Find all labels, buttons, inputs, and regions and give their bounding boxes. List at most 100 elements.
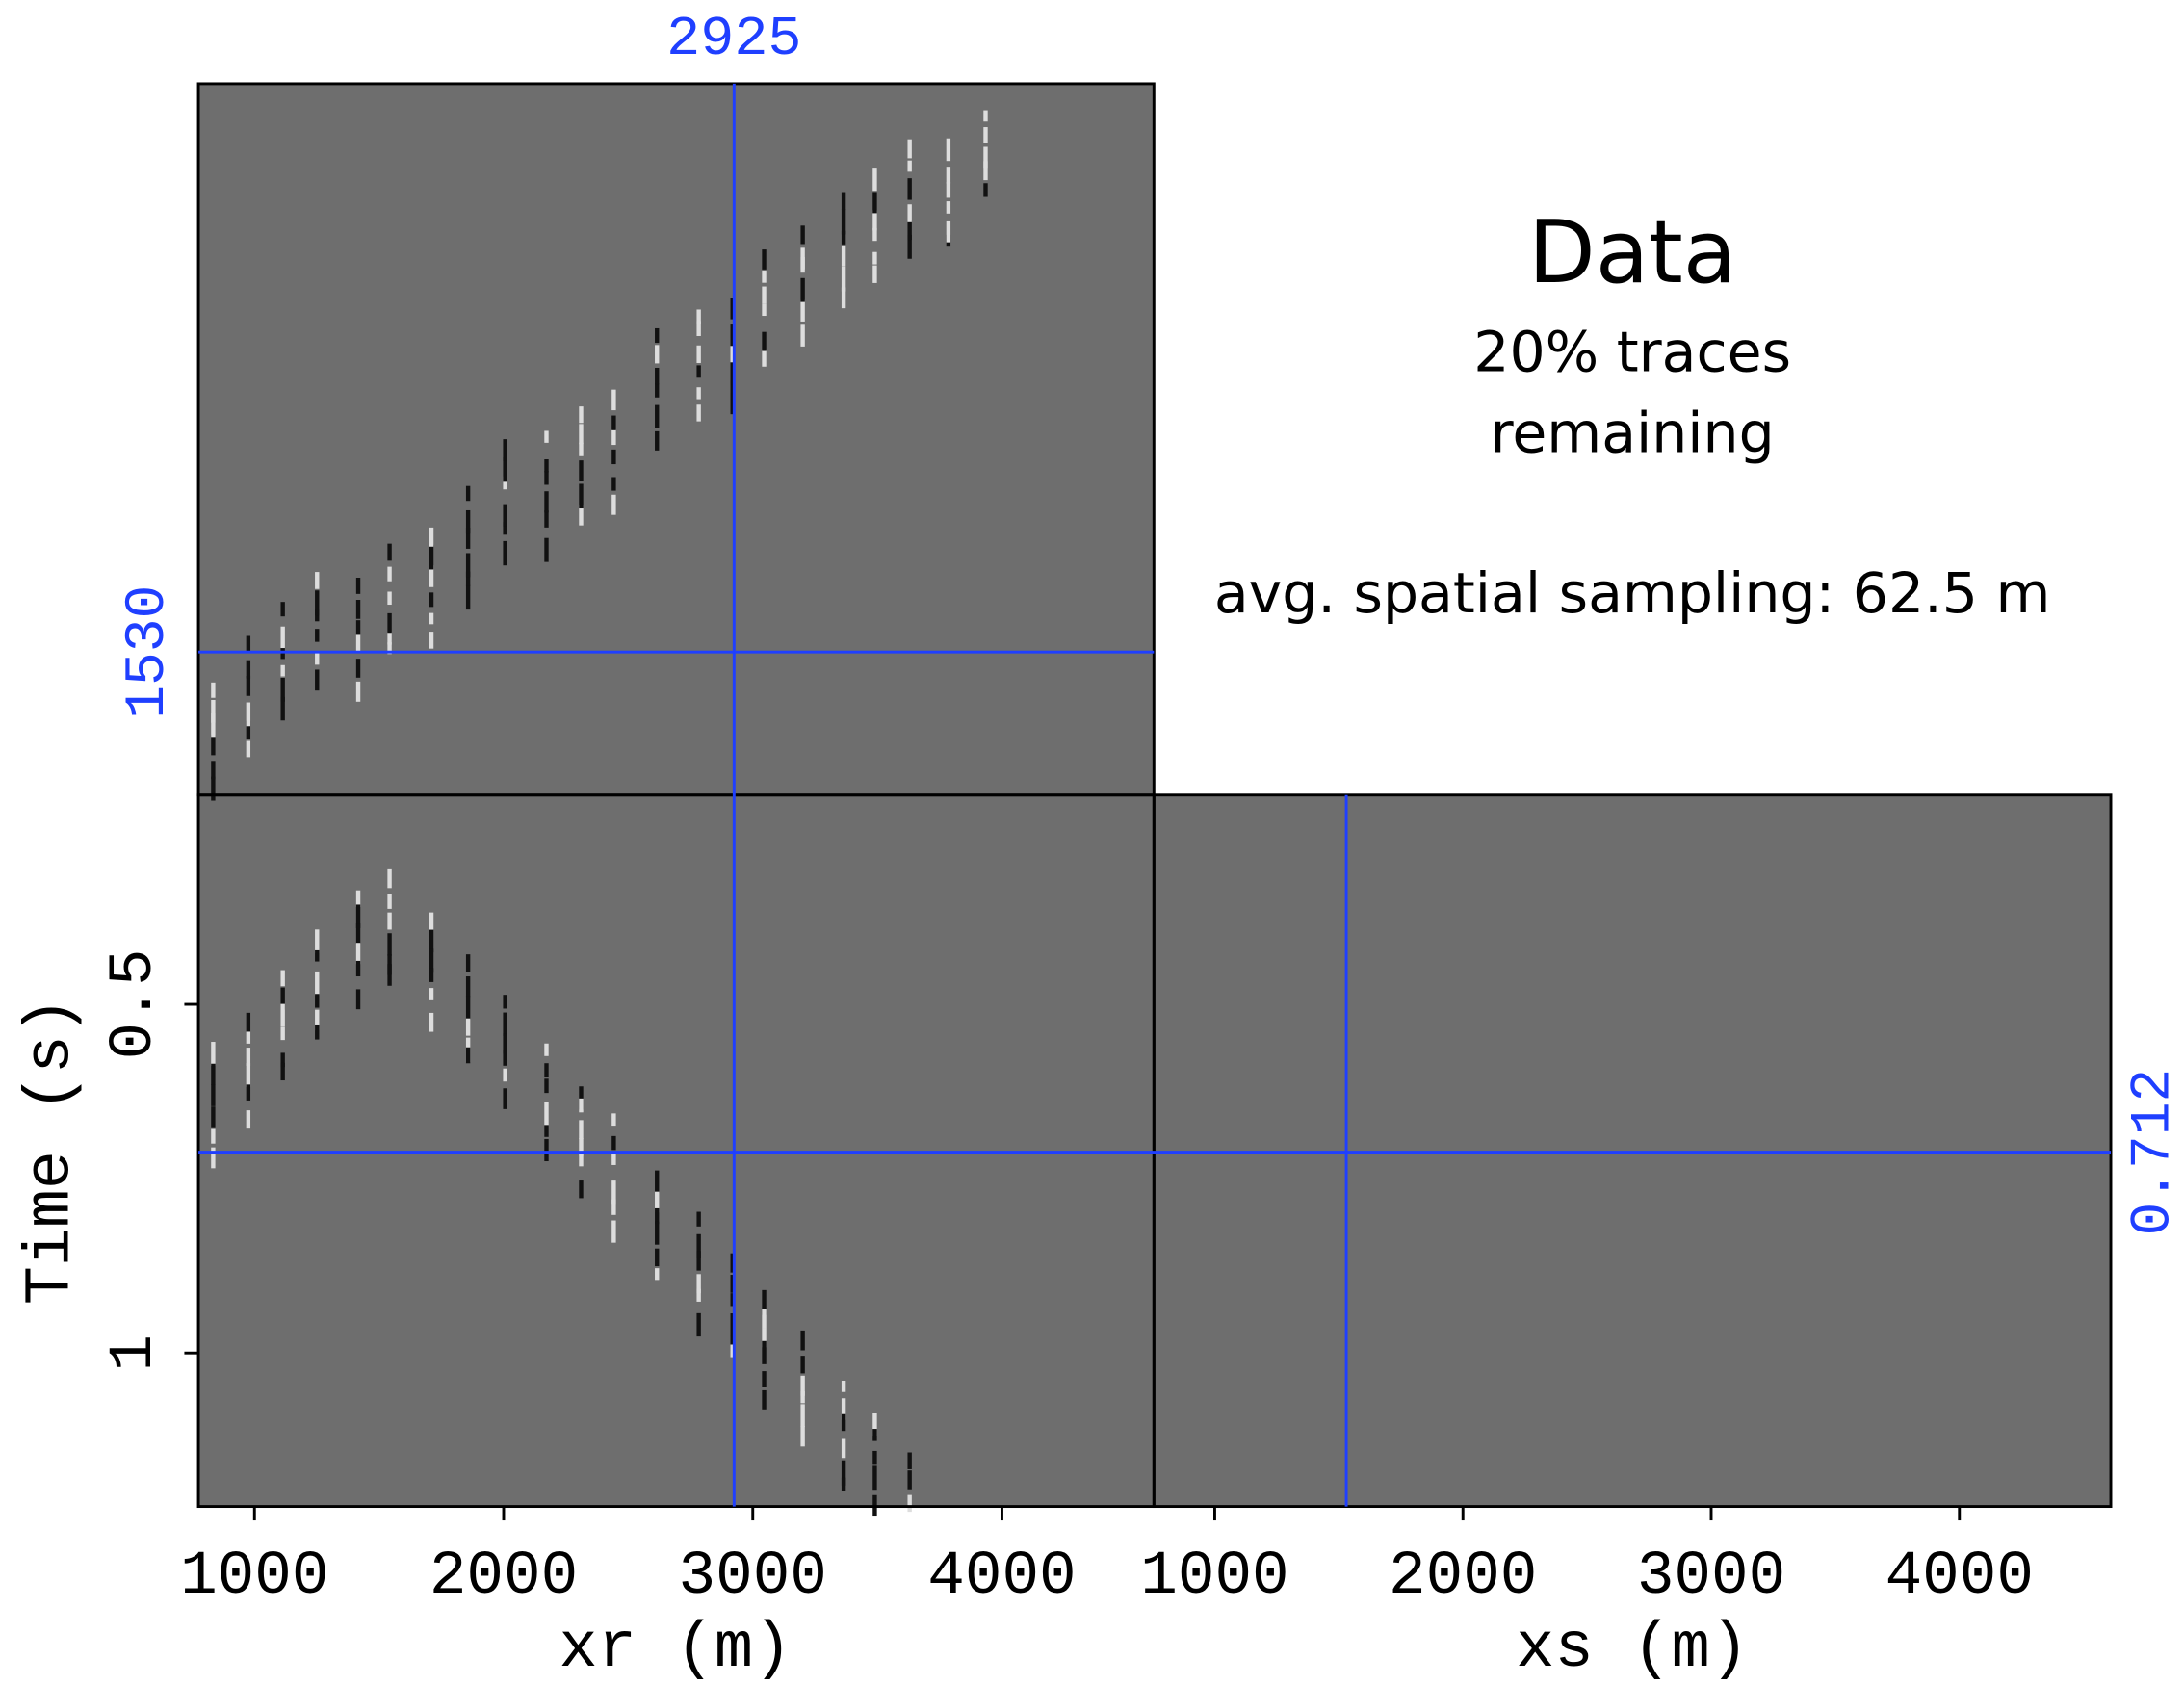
- seismic-texture: [429, 527, 434, 547]
- seismic-texture: [730, 393, 735, 415]
- seismic-texture: [579, 1120, 584, 1140]
- x-tick-label: 4000: [1885, 1542, 2034, 1612]
- seismic-texture: [696, 345, 701, 363]
- seismic-texture: [246, 1012, 251, 1032]
- seismic-texture: [730, 1335, 735, 1351]
- seismic-texture: [696, 1233, 701, 1258]
- seismic-texture: [762, 249, 767, 270]
- seismic-texture: [280, 696, 285, 721]
- seismic-texture: [611, 415, 616, 430]
- seismic-texture: [544, 459, 549, 473]
- seismic-texture: [872, 265, 877, 283]
- seismic-texture: [315, 653, 320, 665]
- seismic-texture: [655, 1207, 660, 1225]
- seismic-texture: [465, 584, 471, 610]
- seismic-texture: [544, 510, 549, 528]
- seismic-texture: [983, 127, 988, 143]
- slice-label: 0.712: [2122, 1069, 2184, 1236]
- seismic-texture: [579, 406, 584, 424]
- seismic-texture: [800, 1375, 805, 1396]
- seismic-texture: [280, 677, 285, 702]
- seismic-texture: [579, 483, 584, 509]
- seismic-texture: [465, 996, 471, 1020]
- seismic-texture: [841, 209, 846, 235]
- seismic-texture: [800, 247, 805, 273]
- seismic-texture: [429, 912, 434, 930]
- seismic-texture: [387, 543, 392, 561]
- seismic-texture: [315, 1024, 320, 1040]
- seismic-texture: [246, 1048, 251, 1067]
- seismic-texture: [544, 1138, 549, 1162]
- seismic-texture: [280, 1026, 285, 1041]
- seismic-texture: [429, 592, 434, 608]
- seismic-texture: [872, 1413, 877, 1437]
- seismic-texture: [872, 1450, 877, 1465]
- seismic-texture: [730, 324, 735, 347]
- seismic-texture: [800, 1404, 805, 1428]
- seismic-texture: [315, 669, 320, 691]
- slice-label: 1530: [117, 585, 180, 719]
- seismic-texture: [611, 1135, 616, 1151]
- seismic-texture: [246, 720, 251, 739]
- seismic-texture: [355, 904, 361, 928]
- seismic-texture: [983, 183, 988, 197]
- seismic-texture: [544, 1043, 549, 1056]
- seismic-texture: [655, 367, 660, 385]
- seismic-texture: [696, 321, 701, 336]
- seismic-texture: [983, 161, 988, 181]
- seismic-texture: [611, 494, 616, 515]
- seismic-texture: [280, 626, 285, 649]
- seismic-texture: [387, 912, 392, 930]
- seismic-texture: [696, 387, 701, 400]
- seismic-texture: [465, 1047, 471, 1064]
- seismic-texture: [387, 894, 392, 909]
- seismic-texture: [429, 929, 434, 953]
- x-tick-label: 4000: [927, 1542, 1076, 1612]
- seismic-texture: [355, 681, 361, 702]
- seismic-texture: [762, 1309, 767, 1329]
- seismic-texture: [762, 1371, 767, 1387]
- seismic-texture: [841, 246, 846, 267]
- seismic-texture: [503, 1012, 507, 1037]
- seismic-texture: [579, 1137, 584, 1156]
- seismic-texture: [503, 540, 507, 566]
- seismic-texture: [429, 544, 434, 570]
- subtitle: 20% traces: [1473, 320, 1791, 385]
- seismic-texture: [841, 192, 846, 211]
- seismic-texture: [762, 303, 767, 317]
- seismic-texture: [800, 225, 805, 245]
- seismic-texture: [730, 361, 735, 385]
- seismic-texture: [503, 439, 507, 461]
- seismic-texture: [800, 1356, 805, 1374]
- seismic-texture: [429, 968, 434, 982]
- seismic-texture: [387, 566, 392, 582]
- seismic-texture: [387, 642, 392, 655]
- slice-label: 2925: [666, 9, 801, 71]
- seismic-texture: [503, 476, 507, 490]
- seismic-texture: [762, 271, 767, 283]
- seismic-texture: [655, 404, 660, 428]
- seismic-texture: [800, 324, 805, 347]
- seismic-texture: [280, 664, 285, 677]
- seismic-texture: [762, 1389, 767, 1410]
- seismic-texture: [730, 1275, 735, 1293]
- seismic-texture: [211, 1147, 216, 1169]
- seismic-texture: [503, 456, 507, 482]
- seismic-texture: [211, 713, 216, 738]
- seismic-texture: [762, 349, 767, 367]
- seismic-texture: [211, 682, 216, 698]
- seismic-texture: [355, 659, 361, 678]
- seismic-texture: [946, 167, 951, 184]
- seismic-texture: [872, 227, 877, 242]
- seismic-texture: [579, 504, 584, 526]
- seismic-texture: [872, 210, 877, 231]
- seismic-texture: [211, 1063, 216, 1085]
- seismic-texture: [387, 591, 392, 606]
- seismic-texture: [907, 1452, 912, 1469]
- seismic-texture: [730, 1253, 735, 1273]
- seismic-texture: [315, 994, 320, 1008]
- seismic-texture: [387, 868, 392, 889]
- seismic-texture: [907, 234, 912, 259]
- seismic-texture: [696, 1274, 701, 1294]
